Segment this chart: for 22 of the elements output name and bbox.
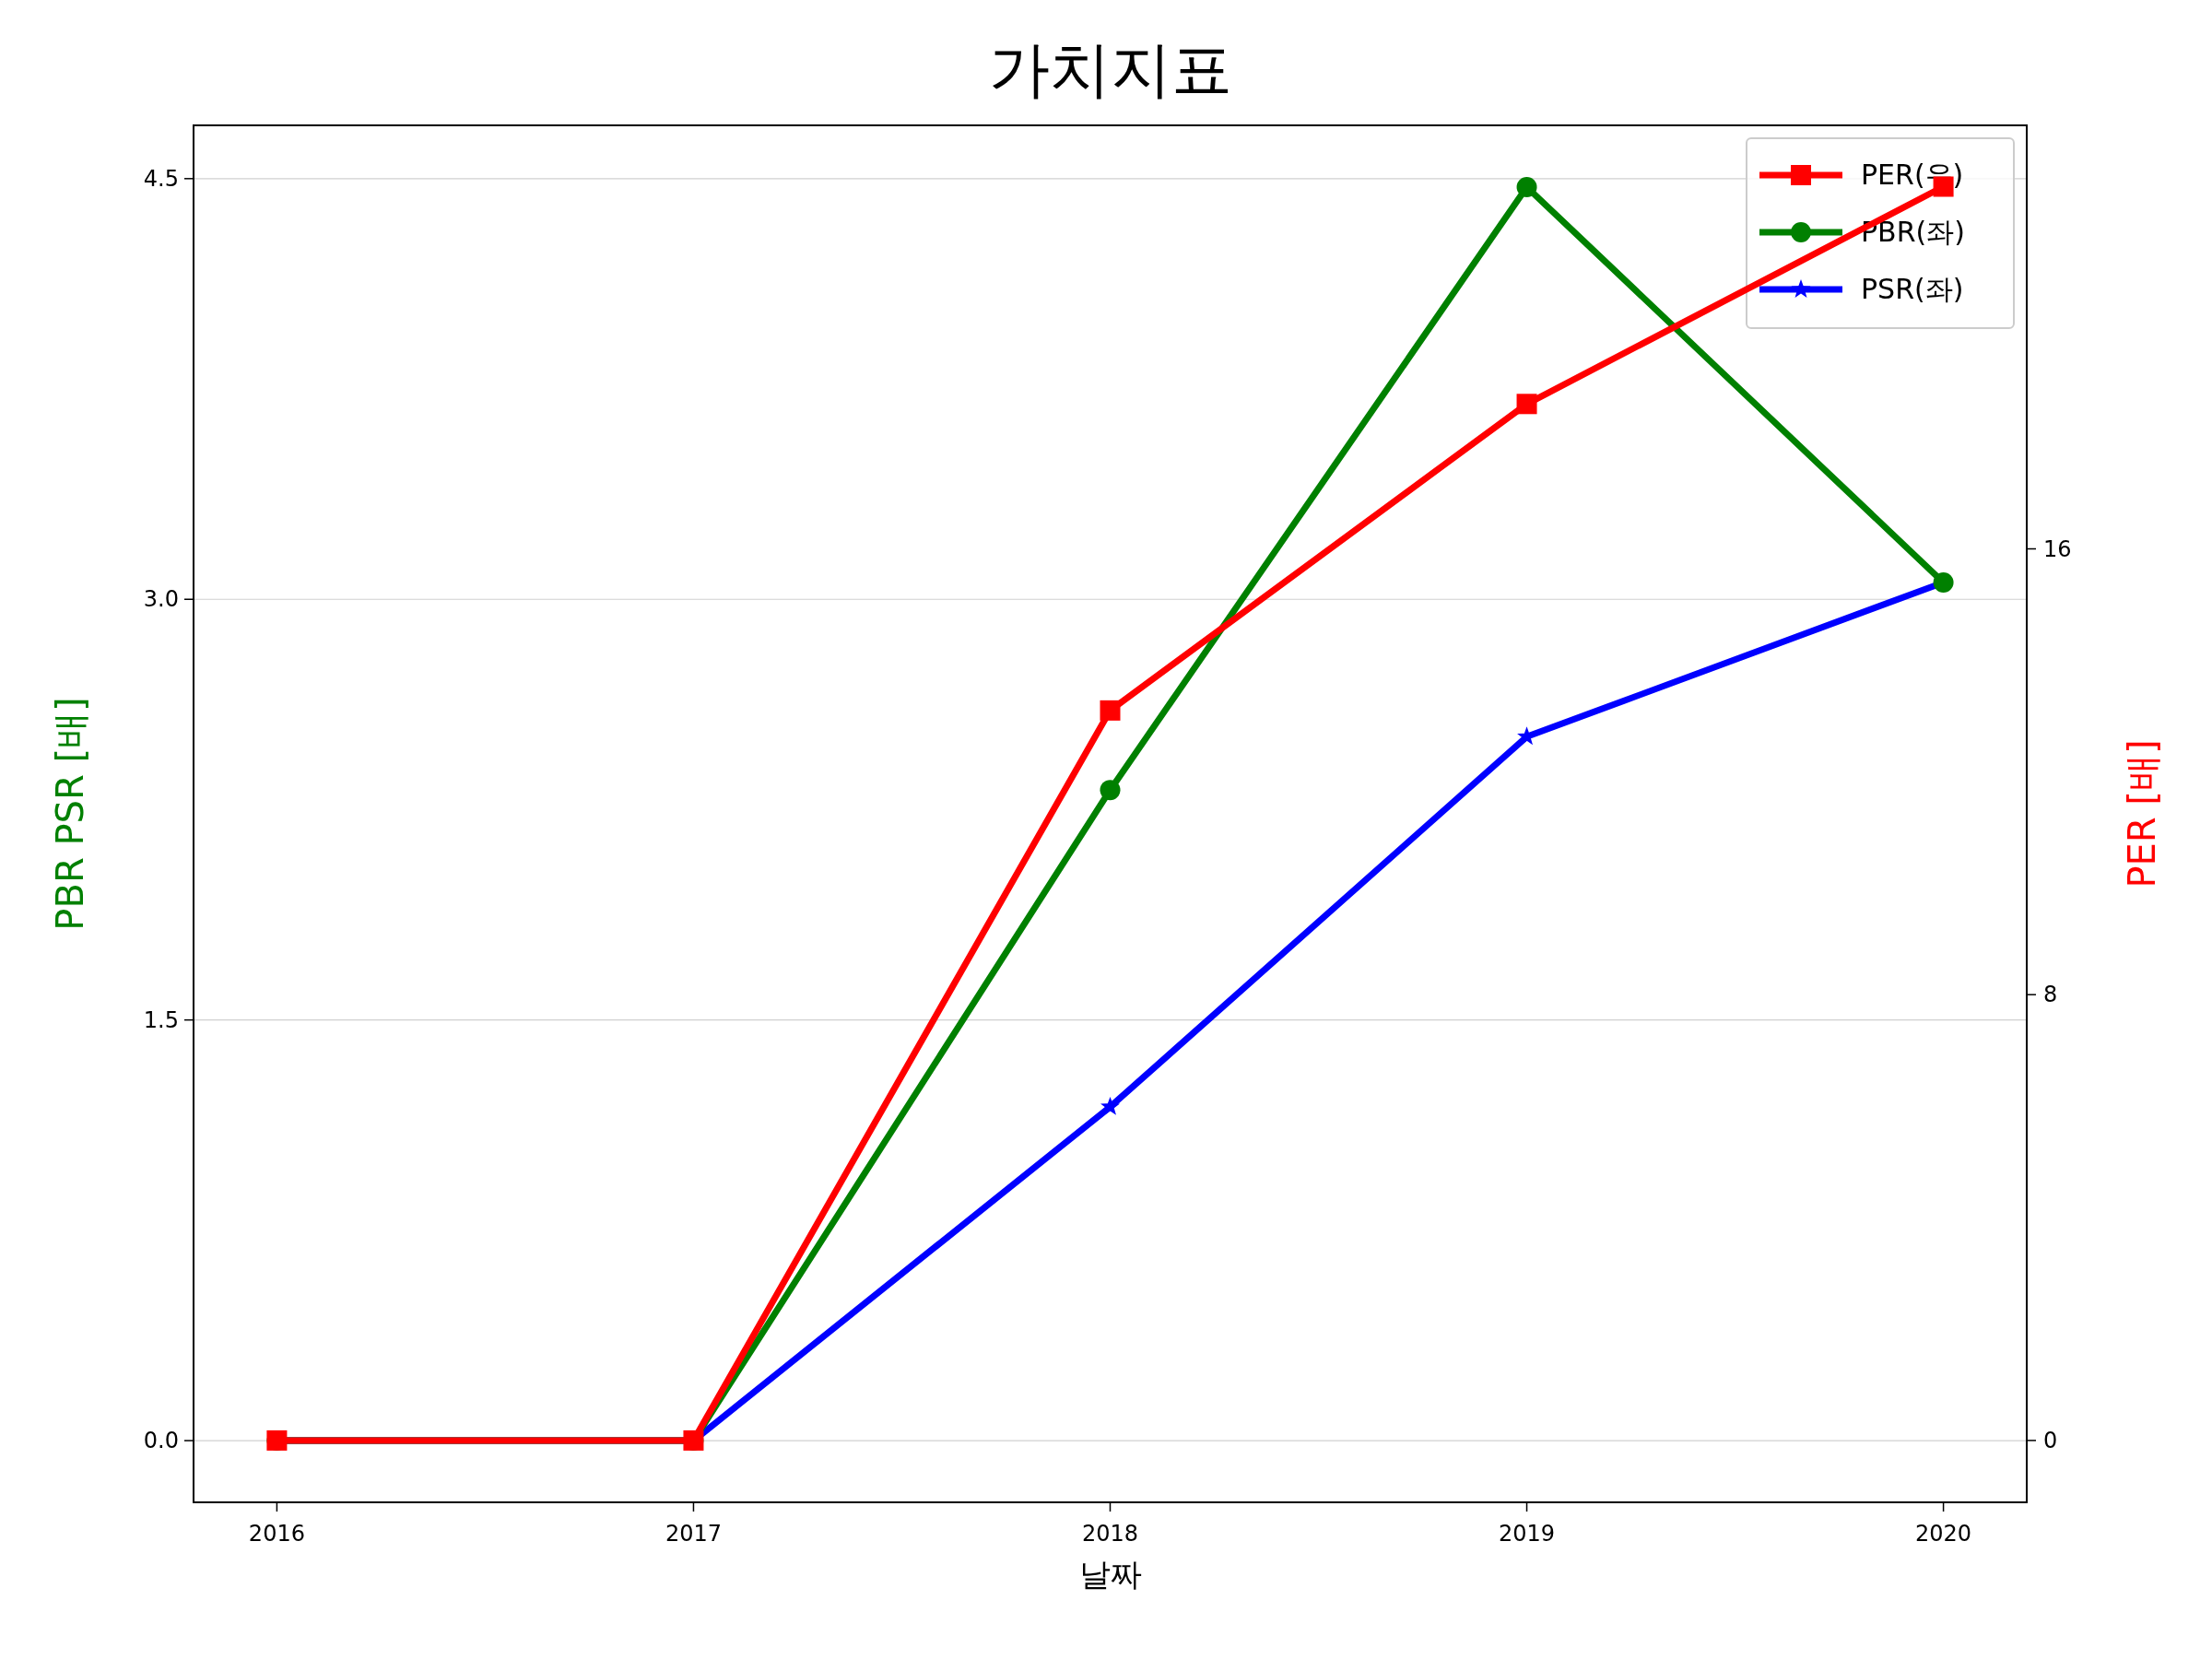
- point: [1100, 780, 1121, 801]
- y2tick: 8: [2043, 982, 2058, 1008]
- y2tick: 16: [2043, 535, 2072, 562]
- ytick: 3.0: [143, 586, 179, 613]
- xtick: 2017: [665, 1521, 722, 1547]
- ylabel: PBR PSR [배]: [49, 697, 91, 931]
- ytick: 4.5: [143, 165, 179, 192]
- point: [1100, 1096, 1120, 1115]
- point: [1516, 176, 1537, 197]
- y2tick: 0: [2043, 1427, 2058, 1453]
- xtick: 2018: [1081, 1521, 1139, 1547]
- y2label: PER [배]: [2121, 739, 2163, 888]
- point: [1100, 700, 1121, 721]
- title: 가치지표: [988, 34, 1232, 105]
- legend-label: PSR(좌): [1861, 273, 1964, 305]
- ytick: 0.0: [143, 1428, 179, 1454]
- point: [1516, 394, 1537, 415]
- ytick: 1.5: [143, 1006, 179, 1033]
- xtick: 2020: [1915, 1521, 1972, 1547]
- xtick: 2016: [248, 1521, 305, 1547]
- xlabel: 날짜: [1078, 1556, 1142, 1593]
- xtick: 2019: [1499, 1521, 1556, 1547]
